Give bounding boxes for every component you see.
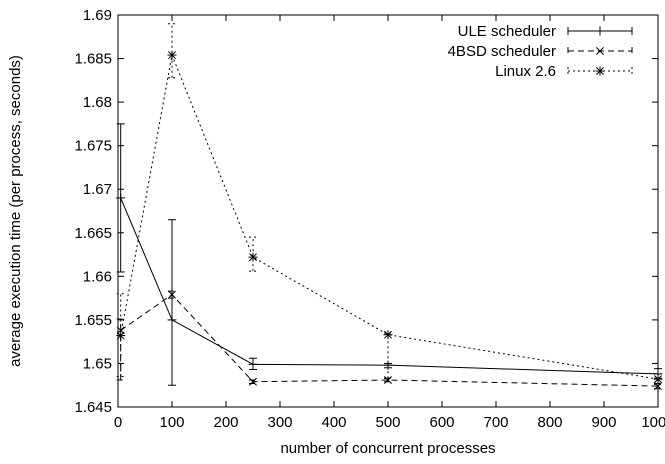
- x-tick-label: 300: [267, 414, 292, 431]
- data-point: [383, 330, 393, 340]
- y-tick-label: 1.66: [83, 268, 112, 285]
- x-tick-label: 900: [591, 414, 616, 431]
- data-point: [654, 382, 662, 391]
- error-bar: [168, 219, 176, 386]
- series-line: [120, 293, 659, 387]
- data-point: [116, 331, 126, 341]
- x-tick-label: 600: [429, 414, 454, 431]
- x-tick-label: 0: [114, 414, 122, 431]
- marker-stroke: [249, 253, 257, 262]
- legend-item: ULE scheduler: [458, 23, 633, 40]
- legend-item: Linux 2.6: [495, 63, 633, 80]
- series-ule-scheduler: [116, 123, 663, 386]
- legend-marker: [595, 66, 605, 76]
- error-bar: [168, 23, 176, 79]
- series-4bsd-scheduler: [116, 290, 662, 391]
- legend: ULE scheduler 4BSD scheduler Linux 2.6: [448, 23, 633, 80]
- data-point: [249, 377, 257, 386]
- data-point: [248, 359, 258, 369]
- y-tick-label: 1.665: [74, 225, 112, 242]
- x-tick-label: 500: [375, 414, 400, 431]
- series-linux-2-6: [116, 23, 663, 385]
- marker-stroke: [168, 51, 176, 60]
- x-tick-label: 800: [537, 414, 562, 431]
- x-tick-label: 400: [321, 414, 346, 431]
- y-tick-label: 1.65: [83, 355, 112, 372]
- legend-marker: [596, 47, 604, 55]
- series-line: [120, 53, 659, 380]
- marker-stroke: [654, 382, 662, 391]
- series-line: [120, 197, 659, 375]
- marker-stroke: [596, 67, 604, 75]
- series-layer: [116, 23, 663, 391]
- data-point: [167, 50, 177, 60]
- data-point: [167, 315, 177, 325]
- y-axis: 1.645 1.65 1.655 1.66 1.665 1.67 1.675 1.68 1.68…: [74, 7, 658, 416]
- y-tick-label: 1.67: [83, 181, 112, 198]
- y-tick-label: 1.675: [74, 138, 112, 155]
- marker-stroke: [384, 330, 392, 339]
- y-tick-label: 1.655: [74, 312, 112, 329]
- data-point: [653, 374, 663, 384]
- marker-stroke: [384, 376, 392, 384]
- marker-stroke: [116, 331, 125, 340]
- y-tick-label: 1.68: [83, 94, 112, 111]
- marker-stroke: [168, 290, 176, 299]
- marker-stroke: [654, 375, 662, 384]
- legend-label: 4BSD scheduler: [448, 43, 556, 60]
- x-axis: 0 100 200 300 400 500 600 700 800 900 1000: [114, 15, 665, 431]
- x-tick-label: 200: [213, 414, 238, 431]
- data-point: [168, 290, 176, 299]
- y-tick-label: 1.69: [83, 7, 112, 24]
- error-bar: [384, 332, 392, 379]
- x-tick-label: 1000: [641, 414, 665, 431]
- y-tick-label: 1.685: [74, 51, 112, 68]
- data-point: [116, 193, 126, 203]
- data-point: [248, 252, 258, 262]
- legend-item: 4BSD scheduler: [448, 43, 633, 60]
- y-axis-title: average execution time (per process, sec…: [7, 55, 24, 367]
- marker-stroke: [249, 377, 257, 386]
- x-axis-title: number of concurrent processes: [280, 440, 495, 457]
- x-tick-label: 700: [483, 414, 508, 431]
- legend-marker: [595, 26, 605, 36]
- marker-stroke: [596, 47, 604, 55]
- legend-label: ULE scheduler: [458, 23, 556, 40]
- y-tick-label: 1.645: [74, 399, 112, 416]
- data-point: [384, 376, 392, 384]
- legend-label: Linux 2.6: [495, 63, 556, 80]
- x-tick-label: 100: [159, 414, 184, 431]
